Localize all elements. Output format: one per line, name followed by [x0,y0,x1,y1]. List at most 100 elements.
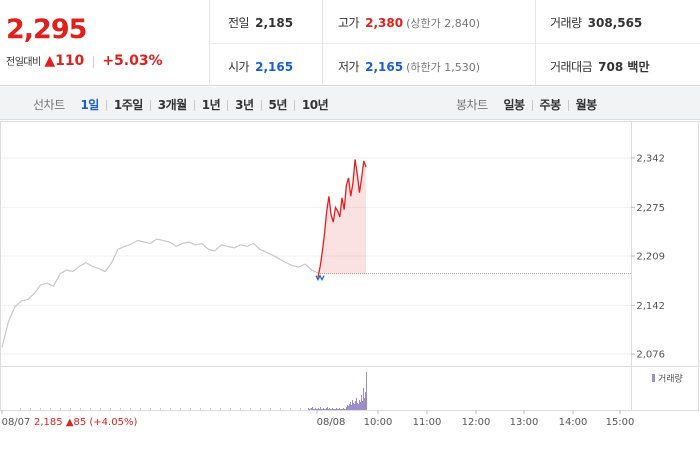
volume-bar [260,408,261,410]
volume-bar [365,392,366,410]
volume-bar [341,409,342,410]
stat-open: 시가 2,165 [228,58,293,78]
volume-bar [40,408,41,410]
volume-bar [60,408,61,410]
stat-low: 저가 2,165 (하한가 1,530) [338,58,480,78]
volume-bar [308,408,309,410]
volume-bar [351,405,352,410]
volume-bar [311,408,312,410]
volume-bar [353,403,354,410]
y-tick-label: 2,076 [636,350,665,361]
stat-high: 고가 2,380 (상한가 2,840) [338,14,480,34]
y-tick-label: 2,275 [636,203,665,214]
tab-weekly-candle[interactable]: 주봉 [539,98,562,112]
volume-bar [347,405,348,410]
volume-bar [322,409,323,410]
volume-bar [349,404,350,410]
tab-3y[interactable]: 3년 [235,98,254,112]
volume-bar [90,408,91,410]
today-price-line [317,159,367,278]
volume-bar [319,409,320,410]
x-tick-label: 11:00 [413,417,442,428]
x-tick-label: 10:00 [364,417,393,428]
y-tick-label: 2,342 [636,154,665,165]
tab-monthly-candle[interactable]: 월봉 [575,98,598,112]
volume-bar [338,409,339,410]
x-tick-label: 13:00 [510,417,539,428]
volume-bar [250,408,251,410]
volume-bar [110,408,111,410]
volume-bar [327,407,328,410]
tab-3m[interactable]: 3개월 [157,98,187,112]
tab-divider [260,100,262,111]
prev-day-change: ▲85 [66,417,90,428]
volume-bar [30,408,31,410]
volume-bar [310,408,311,410]
volume-bar [200,408,201,410]
stat-value: 708 백만 [598,60,650,74]
x-tick-label: 15:00 [606,417,635,428]
volume-panel-frame [0,366,699,411]
y-tick-label: 2,142 [636,301,665,312]
volume-bar [359,400,360,410]
tab-1y[interactable]: 1년 [201,98,221,112]
volume-bar [358,404,359,410]
x-tick-label: 12:00 [462,417,491,428]
x-tick-label: 14:00 [559,417,588,428]
volume-bar [270,408,271,410]
volume-bar [346,407,347,410]
stat-label: 전일 [228,16,250,30]
volume-bar [300,408,301,410]
volume-bar [318,408,319,410]
volume-bar [350,402,351,410]
volume-bar [120,408,121,410]
stat-volume: 거래량 308,565 [550,14,642,34]
chart-period-tabbar: 선차트 1일 1주일 3개월 1년 3년 5년 10년 봉차트 일봉 주봉 월봉 [0,87,700,120]
volume-bar [339,408,340,410]
volume-bar [348,406,349,410]
y-tick-label: 2,209 [636,252,665,263]
tab-1w[interactable]: 1주일 [113,98,143,112]
volume-bar [352,400,353,410]
tab-daily-candle[interactable]: 일봉 [503,98,525,112]
volume-bar [343,408,344,410]
current-price: 2,295 [6,14,87,45]
column-divider [322,0,323,86]
prev-day-close: 2,185 [34,417,66,428]
tab-1d[interactable]: 1일 [80,98,99,112]
volume-bar [320,407,321,410]
volume-bar [290,408,291,410]
price-change: 전일대비 ▲110 +5.03% [6,53,163,69]
volume-bar [230,408,231,410]
tab-5y[interactable]: 5년 [268,98,288,112]
volume-bar [355,401,356,410]
line-chart-title: 선차트 [33,98,65,112]
volume-bar [315,408,316,410]
tab-10y[interactable]: 10년 [301,98,329,112]
volume-bar [332,408,333,410]
volume-bar [357,403,358,410]
volume-bar [180,408,181,410]
stat-value: 2,380 [365,16,404,30]
volume-bar [140,408,141,410]
x-tick-label: 08/07 [2,417,31,428]
volume-bar [328,409,329,410]
volume-bar [313,409,314,410]
change-value: ▲110 [44,53,85,69]
volume-bar [354,404,355,410]
volume-bar [325,409,326,410]
stat-value: 308,565 [587,16,643,30]
low-marker [315,274,325,282]
change-percent: +5.03% [102,53,163,69]
volume-bar [342,409,343,410]
volume-bar [240,408,241,410]
tab-divider [567,100,569,111]
volume-bar [344,409,345,410]
volume-bar [321,409,322,410]
volume-bar [361,395,362,410]
stat-value: 2,165 [365,60,404,74]
volume-bar [366,372,367,410]
candle-chart-tabs: 봉차트 일봉 주봉 월봉 [456,96,597,113]
line-chart-tabs: 선차트 1일 1주일 3개월 1년 3년 5년 10년 [33,96,329,113]
volume-bar [160,408,161,410]
